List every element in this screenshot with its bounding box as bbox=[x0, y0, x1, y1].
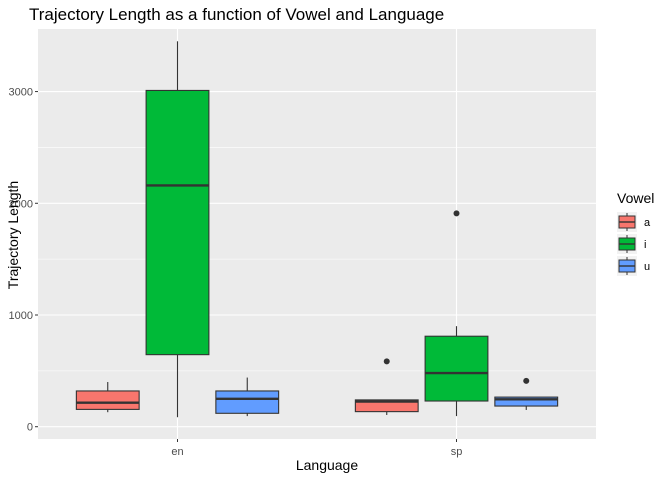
legend-key-a: a bbox=[617, 212, 651, 232]
box-sp-u bbox=[494, 377, 559, 410]
outlier-point bbox=[523, 377, 530, 384]
outlier-point bbox=[453, 210, 460, 217]
box-iqr bbox=[354, 399, 419, 413]
legend: Vowel aiu bbox=[617, 190, 654, 276]
x-axis-title: Language bbox=[296, 457, 359, 473]
x-tick-label: sp bbox=[451, 446, 463, 458]
y-tick-label: 0 bbox=[27, 422, 33, 434]
box-iqr bbox=[494, 396, 559, 407]
box-en-i bbox=[145, 41, 210, 418]
outlier-point bbox=[383, 358, 390, 365]
box-iqr bbox=[215, 390, 280, 414]
x-tick-label: en bbox=[171, 446, 183, 458]
box-iqr bbox=[75, 390, 140, 410]
legend-label: u bbox=[644, 261, 650, 273]
y-axis-title: Trajectory Length bbox=[5, 181, 21, 289]
box-marks bbox=[75, 41, 559, 418]
legend-label: a bbox=[644, 217, 651, 229]
box-sp-a bbox=[354, 358, 419, 415]
chart-title: Trajectory Length as a function of Vowel… bbox=[29, 5, 444, 24]
legend-key-i: i bbox=[617, 234, 646, 254]
legend-title: Vowel bbox=[617, 190, 654, 206]
y-tick-label: 3000 bbox=[9, 87, 33, 99]
minor-gridlines bbox=[38, 147, 596, 372]
box-iqr bbox=[424, 335, 489, 402]
y-tick-label: 1000 bbox=[9, 310, 33, 322]
legend-key-u: u bbox=[617, 256, 650, 276]
legend-label: i bbox=[644, 239, 646, 251]
y-axis: 0 1000 2000 3000 bbox=[9, 87, 38, 434]
y-tick-label: 2000 bbox=[9, 198, 33, 210]
plot-panel bbox=[38, 29, 596, 439]
box-en-a bbox=[75, 382, 140, 413]
x-axis: en sp bbox=[171, 439, 462, 458]
box-sp-i bbox=[424, 210, 489, 417]
box-iqr bbox=[145, 89, 210, 356]
box-en-u bbox=[215, 377, 280, 417]
